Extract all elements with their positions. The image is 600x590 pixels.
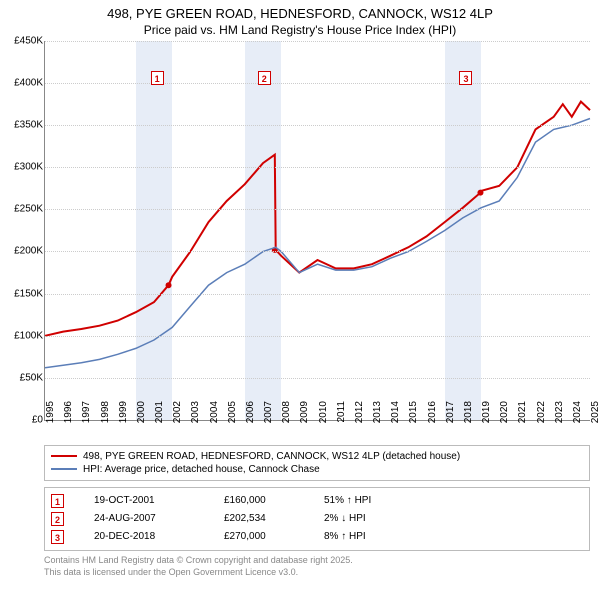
gridline [45, 378, 590, 379]
marker-num: 2 [51, 512, 64, 526]
x-tick-label: 2025 [590, 401, 600, 431]
attribution: Contains HM Land Registry data © Crown c… [44, 555, 590, 578]
gridline [45, 83, 590, 84]
marker-table: 1 19-OCT-2001 £160,000 51% ↑ HPI 2 24-AUG-200… [44, 487, 590, 551]
x-tick-label: 2010 [318, 401, 329, 431]
marker-price: £202,534 [224, 513, 294, 524]
marker-table-row: 2 24-AUG-2007 £202,534 2% ↓ HPI [51, 510, 583, 528]
marker-change: 51% ↑ HPI [324, 495, 414, 506]
y-tick-label: £0 [3, 414, 43, 425]
x-tick-label: 2014 [390, 401, 401, 431]
x-tick-label: 1995 [45, 401, 56, 431]
chart-marker-2: 2 [258, 71, 271, 85]
sale-dot [166, 282, 172, 288]
x-tick-label: 2021 [517, 401, 528, 431]
chart-plot-area: £0£50K£100K£150K£200K£250K£300K£350K£400… [44, 41, 590, 421]
gridline [45, 294, 590, 295]
chart-marker-3: 3 [459, 71, 472, 85]
marker-date: 20-DEC-2018 [94, 531, 194, 542]
legend-box: 498, PYE GREEN ROAD, HEDNESFORD, CANNOCK… [44, 445, 590, 481]
x-tick-label: 2009 [299, 401, 310, 431]
y-tick-label: £400K [3, 78, 43, 89]
x-tick-label: 2018 [463, 401, 474, 431]
chart-title-line1: 498, PYE GREEN ROAD, HEDNESFORD, CANNOCK… [0, 0, 600, 23]
legend-row-property: 498, PYE GREEN ROAD, HEDNESFORD, CANNOCK… [51, 450, 583, 463]
x-tick-label: 1996 [63, 401, 74, 431]
legend-label-hpi: HPI: Average price, detached house, Cann… [83, 464, 320, 475]
gridline [45, 41, 590, 42]
x-tick-label: 2006 [245, 401, 256, 431]
x-tick-label: 2005 [227, 401, 238, 431]
y-tick-label: £200K [3, 246, 43, 257]
x-tick-label: 2019 [481, 401, 492, 431]
x-tick-label: 2017 [445, 401, 456, 431]
x-tick-label: 1998 [100, 401, 111, 431]
chart-svg [45, 41, 590, 420]
marker-num: 3 [51, 530, 64, 544]
x-tick-label: 2023 [554, 401, 565, 431]
x-tick-label: 2022 [536, 401, 547, 431]
y-tick-label: £350K [3, 120, 43, 131]
legend-swatch-hpi [51, 468, 77, 470]
x-tick-label: 2000 [136, 401, 147, 431]
y-tick-label: £300K [3, 162, 43, 173]
marker-date: 19-OCT-2001 [94, 495, 194, 506]
y-tick-label: £250K [3, 204, 43, 215]
y-tick-label: £150K [3, 288, 43, 299]
x-tick-label: 1999 [118, 401, 129, 431]
marker-price: £270,000 [224, 531, 294, 542]
x-tick-label: 2008 [281, 401, 292, 431]
x-tick-label: 2001 [154, 401, 165, 431]
gridline [45, 125, 590, 126]
marker-num: 1 [51, 494, 64, 508]
x-tick-label: 1997 [81, 401, 92, 431]
gridline [45, 209, 590, 210]
x-tick-label: 2003 [190, 401, 201, 431]
x-tick-label: 2002 [172, 401, 183, 431]
attribution-line2: This data is licensed under the Open Gov… [44, 567, 590, 579]
x-tick-label: 2011 [336, 401, 347, 431]
x-tick-label: 2013 [372, 401, 383, 431]
attribution-line1: Contains HM Land Registry data © Crown c… [44, 555, 590, 567]
legend-label-property: 498, PYE GREEN ROAD, HEDNESFORD, CANNOCK… [83, 451, 460, 462]
marker-change: 8% ↑ HPI [324, 531, 414, 542]
x-tick-label: 2012 [354, 401, 365, 431]
y-tick-label: £450K [3, 35, 43, 46]
marker-change: 2% ↓ HPI [324, 513, 414, 524]
x-tick-label: 2007 [263, 401, 274, 431]
chart-title-line2: Price paid vs. HM Land Registry's House … [0, 23, 600, 41]
series-line-property [45, 101, 590, 335]
marker-table-row: 3 20-DEC-2018 £270,000 8% ↑ HPI [51, 528, 583, 546]
legend-row-hpi: HPI: Average price, detached house, Cann… [51, 463, 583, 476]
legend-swatch-property [51, 455, 77, 457]
marker-date: 24-AUG-2007 [94, 513, 194, 524]
sale-dot [477, 189, 483, 195]
x-tick-label: 2016 [427, 401, 438, 431]
x-tick-label: 2020 [499, 401, 510, 431]
y-tick-label: £100K [3, 330, 43, 341]
x-tick-label: 2015 [408, 401, 419, 431]
x-tick-label: 2024 [572, 401, 583, 431]
gridline [45, 336, 590, 337]
series-line-hpi [45, 118, 590, 367]
x-tick-label: 2004 [209, 401, 220, 431]
marker-price: £160,000 [224, 495, 294, 506]
gridline [45, 167, 590, 168]
y-tick-label: £50K [3, 372, 43, 383]
marker-table-row: 1 19-OCT-2001 £160,000 51% ↑ HPI [51, 492, 583, 510]
chart-marker-1: 1 [151, 71, 164, 85]
gridline [45, 251, 590, 252]
